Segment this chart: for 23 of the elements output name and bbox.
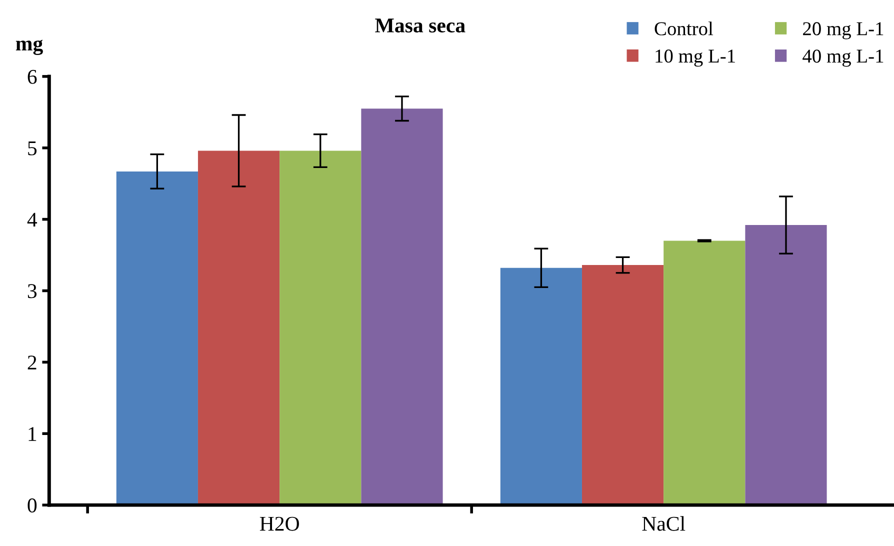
- bar: [280, 150, 362, 506]
- y-tick-label: 4: [27, 212, 38, 227]
- y-tick-label: 6: [28, 70, 37, 84]
- bar: [582, 265, 664, 506]
- y-tick-label: 5: [28, 141, 37, 156]
- y-tick-label: 0: [28, 498, 37, 512]
- x-tick-label: NaCl: [642, 516, 686, 531]
- bar: [198, 150, 280, 506]
- bar: [361, 108, 443, 506]
- x-tick-label: H2O: [260, 516, 299, 531]
- y-tick-label: 3: [28, 284, 37, 298]
- chart-title: Masa seca: [375, 18, 466, 33]
- bar: [664, 240, 746, 506]
- legend-label: 20 mg L-1: [803, 22, 884, 40]
- legend-label: 10 mg L-1: [656, 50, 735, 67]
- y-axis-title: mg: [16, 40, 43, 56]
- legend-label: 40 mg L-1: [802, 50, 884, 67]
- bar: [745, 225, 827, 506]
- bar: [116, 171, 198, 506]
- legend-label: Control: [654, 22, 714, 36]
- y-tick-label: 1: [28, 427, 36, 441]
- y-tick-label: 2: [28, 356, 36, 370]
- bar: [500, 268, 582, 506]
